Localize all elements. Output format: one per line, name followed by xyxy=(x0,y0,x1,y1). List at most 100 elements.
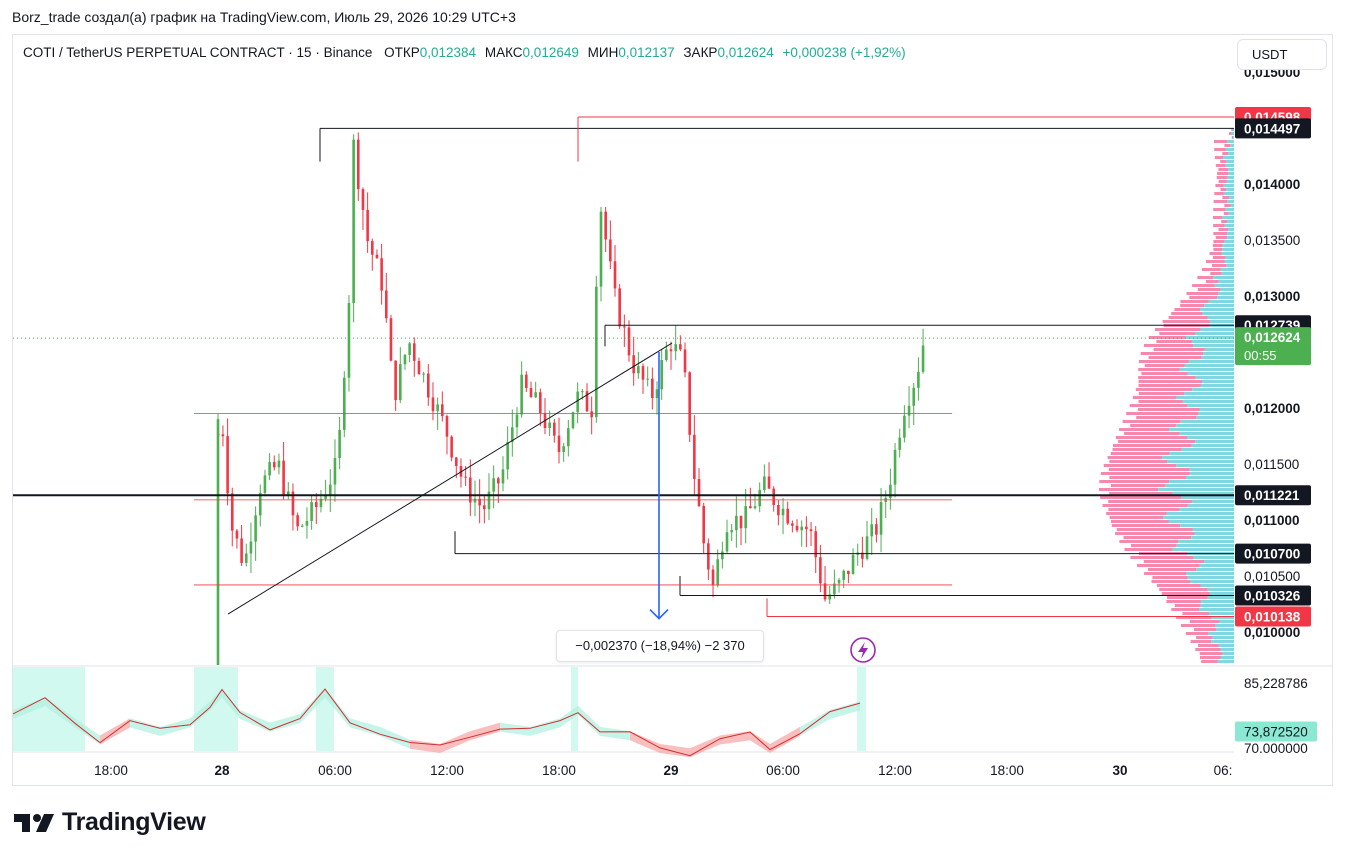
candle-up xyxy=(870,524,874,537)
profile-bar-up xyxy=(1195,376,1234,379)
volume-profile xyxy=(1099,128,1234,663)
candle-up xyxy=(889,484,892,499)
candle-up xyxy=(324,494,327,499)
profile-bar-up xyxy=(1224,192,1234,195)
current-price-value: 0,012624 xyxy=(1244,330,1301,345)
profile-bar-up xyxy=(1226,180,1234,183)
candle-up xyxy=(725,532,729,552)
profile-bar-down xyxy=(1130,556,1194,559)
candle-down xyxy=(441,404,444,417)
profile-bar-down xyxy=(1223,212,1229,215)
profile-bar-down xyxy=(1222,152,1229,155)
profile-bar-down xyxy=(1099,488,1159,491)
profile-bar-down xyxy=(1214,192,1224,195)
profile-bar-down xyxy=(1189,620,1220,623)
profile-bar-down xyxy=(1137,408,1200,411)
candle-up xyxy=(268,462,271,476)
profile-bar-down xyxy=(1111,524,1181,527)
rsi-band-segment xyxy=(600,726,630,741)
profile-bar-down xyxy=(1224,144,1231,147)
profile-bar-down xyxy=(1171,312,1203,315)
profile-bar-up xyxy=(1231,132,1234,135)
profile-bar-down xyxy=(1152,576,1188,579)
candle-down xyxy=(272,462,276,468)
profile-bar-up xyxy=(1176,396,1234,399)
profile-bar-down xyxy=(1221,220,1227,223)
candle-down xyxy=(240,538,243,563)
y-tick-label: 0,010000 xyxy=(1244,625,1300,640)
candle-up xyxy=(646,378,649,380)
profile-bar-down xyxy=(1109,460,1168,463)
candle-up xyxy=(842,570,846,580)
currency-button[interactable]: USDT xyxy=(1237,39,1327,70)
candle-up xyxy=(595,286,598,418)
profile-bar-up xyxy=(1162,456,1234,459)
profile-bar-down xyxy=(1118,440,1196,443)
profile-bar-up xyxy=(1230,204,1234,207)
profile-bar-down xyxy=(1213,224,1225,227)
profile-bar-down xyxy=(1124,548,1173,551)
price-label: 0,010326 xyxy=(1244,588,1301,603)
candle-up xyxy=(277,460,281,468)
y-tick-label: 0,013500 xyxy=(1244,233,1300,248)
profile-bar-up xyxy=(1201,356,1234,359)
price-label-box xyxy=(1235,118,1311,139)
profile-bar-up xyxy=(1166,512,1234,515)
profile-bar-down xyxy=(1192,284,1215,287)
profile-bar-down xyxy=(1132,396,1177,399)
candle-down xyxy=(417,360,421,375)
profile-bar-down xyxy=(1197,288,1221,291)
candle-down xyxy=(679,344,682,350)
candle-up xyxy=(562,446,565,453)
profile-bar-up xyxy=(1180,420,1234,423)
profile-bar-up xyxy=(1200,584,1234,587)
profile-bar-down xyxy=(1107,456,1162,459)
profile-bar-up xyxy=(1191,536,1234,539)
rsi-overbought-zone xyxy=(857,667,866,751)
profile-bar-down xyxy=(1215,164,1226,167)
profile-bar-up xyxy=(1225,208,1234,211)
rsi-band-segment xyxy=(410,739,440,753)
candle-down xyxy=(707,543,710,570)
symbol-title[interactable]: COTI / TetherUS PERPETUAL CONTRACT · 15 … xyxy=(23,45,373,60)
profile-bar-up xyxy=(1207,596,1234,599)
profile-bar-up xyxy=(1211,640,1234,643)
profile-bar-up xyxy=(1163,516,1234,519)
profile-bar-down xyxy=(1138,384,1201,387)
profile-bar-up xyxy=(1190,580,1234,583)
profile-bar-down xyxy=(1130,424,1177,427)
profile-bar-down xyxy=(1102,504,1188,507)
candle-up xyxy=(837,579,841,584)
tradingview-logo[interactable]: TradingView xyxy=(14,808,206,837)
profile-bar-down xyxy=(1103,464,1177,467)
candle-down xyxy=(525,374,528,388)
x-tick-label: 29 xyxy=(663,763,678,778)
candle-up xyxy=(828,594,832,600)
profile-bar-up xyxy=(1230,144,1234,147)
profile-bar-up xyxy=(1222,248,1234,251)
candle-down xyxy=(314,502,318,508)
price-label: 0,010700 xyxy=(1244,547,1300,562)
rsi-current-box xyxy=(1235,721,1317,742)
profile-bar-up xyxy=(1213,276,1234,279)
profile-bar-up xyxy=(1192,340,1234,343)
candle-down xyxy=(529,387,533,398)
profile-bar-up xyxy=(1185,336,1234,339)
candle-up xyxy=(258,492,262,516)
rsi-overbought-zone xyxy=(316,667,334,751)
candle-down xyxy=(669,349,673,352)
profile-bar-up xyxy=(1169,428,1234,431)
candle-down xyxy=(711,569,715,586)
open-value: 0,012384 xyxy=(419,45,477,60)
candle-down xyxy=(767,476,771,489)
profile-bar-up xyxy=(1218,292,1234,295)
profile-bar-up xyxy=(1167,460,1234,463)
profile-bar-down xyxy=(1218,228,1229,231)
candle-down xyxy=(413,343,416,361)
x-tick-label: 06:00 xyxy=(318,763,352,778)
candle-up xyxy=(403,354,407,365)
profile-bar-down xyxy=(1157,584,1201,587)
candle-up xyxy=(422,373,425,375)
profile-bar-down xyxy=(1138,392,1185,395)
